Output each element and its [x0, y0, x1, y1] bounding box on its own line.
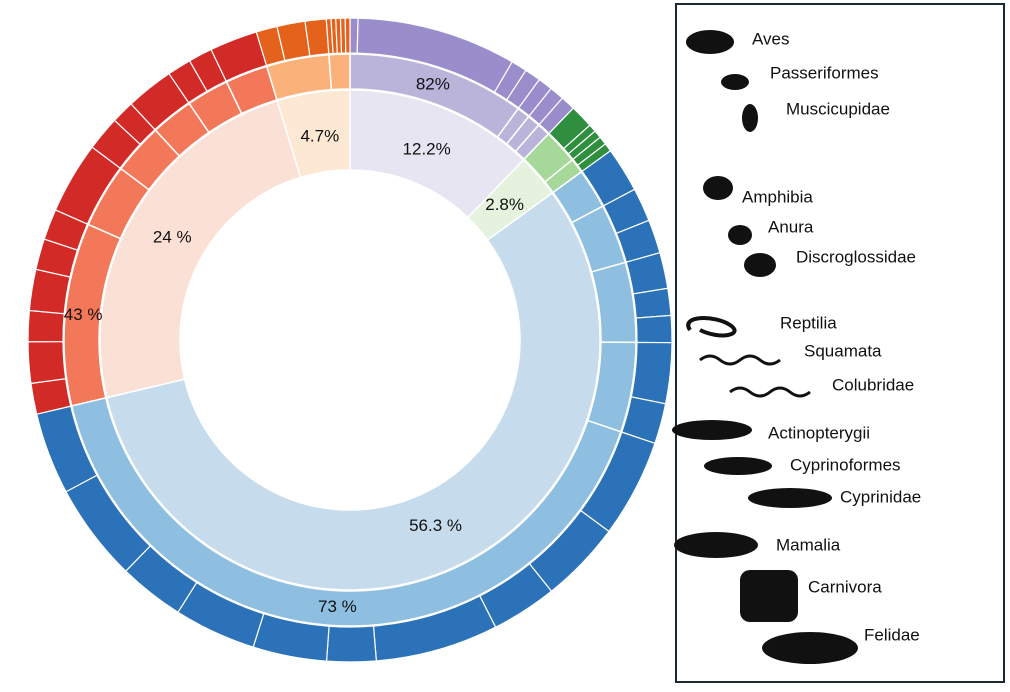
- legend-label: Carnivora: [808, 577, 882, 596]
- order-value-label: 73 %: [318, 597, 357, 616]
- legend-label: Passeriformes: [770, 63, 879, 82]
- family-segment: [27, 340, 67, 385]
- order-value-label: 82%: [416, 75, 450, 94]
- family-segment: [27, 309, 65, 343]
- legend-label: Squamata: [804, 341, 882, 360]
- legend-label: Felidae: [864, 625, 920, 644]
- order-segment: [328, 53, 351, 91]
- class-value-label: 4.7%: [300, 127, 339, 146]
- legend-label: Muscicupidae: [786, 99, 890, 118]
- class-value-label: 2.8%: [485, 195, 524, 214]
- family-segment: [304, 18, 330, 57]
- legend-label: Amphibia: [742, 187, 813, 206]
- class-value-label: 12.2%: [403, 139, 451, 158]
- class-value-label: 24 %: [153, 227, 192, 246]
- class-segment: [276, 89, 351, 179]
- legend-label: Reptilia: [780, 313, 837, 332]
- class-segment: [105, 192, 601, 591]
- family-segment: [630, 341, 673, 405]
- legend-label: Anura: [768, 217, 814, 236]
- legend-label: Cyprinidae: [840, 487, 921, 506]
- family-segment: [325, 625, 378, 663]
- legend-label: Actinopterygii: [768, 423, 870, 442]
- family-segment: [344, 17, 351, 54]
- class-segment: [99, 99, 302, 399]
- legend-label: Mamalia: [776, 535, 841, 554]
- legend-label: Aves: [752, 29, 790, 48]
- legend-icons: [672, 30, 858, 664]
- class-value-label: 56.3 %: [409, 516, 462, 535]
- legend-label: Discroglossidae: [796, 247, 916, 266]
- legend-label: Cyprinoformes: [790, 455, 901, 474]
- family-segment: [632, 287, 672, 319]
- family-segment: [635, 314, 673, 344]
- legend-box: [675, 3, 1005, 683]
- legend-label: Colubridae: [832, 375, 914, 394]
- order-value-label: 43 %: [64, 305, 103, 324]
